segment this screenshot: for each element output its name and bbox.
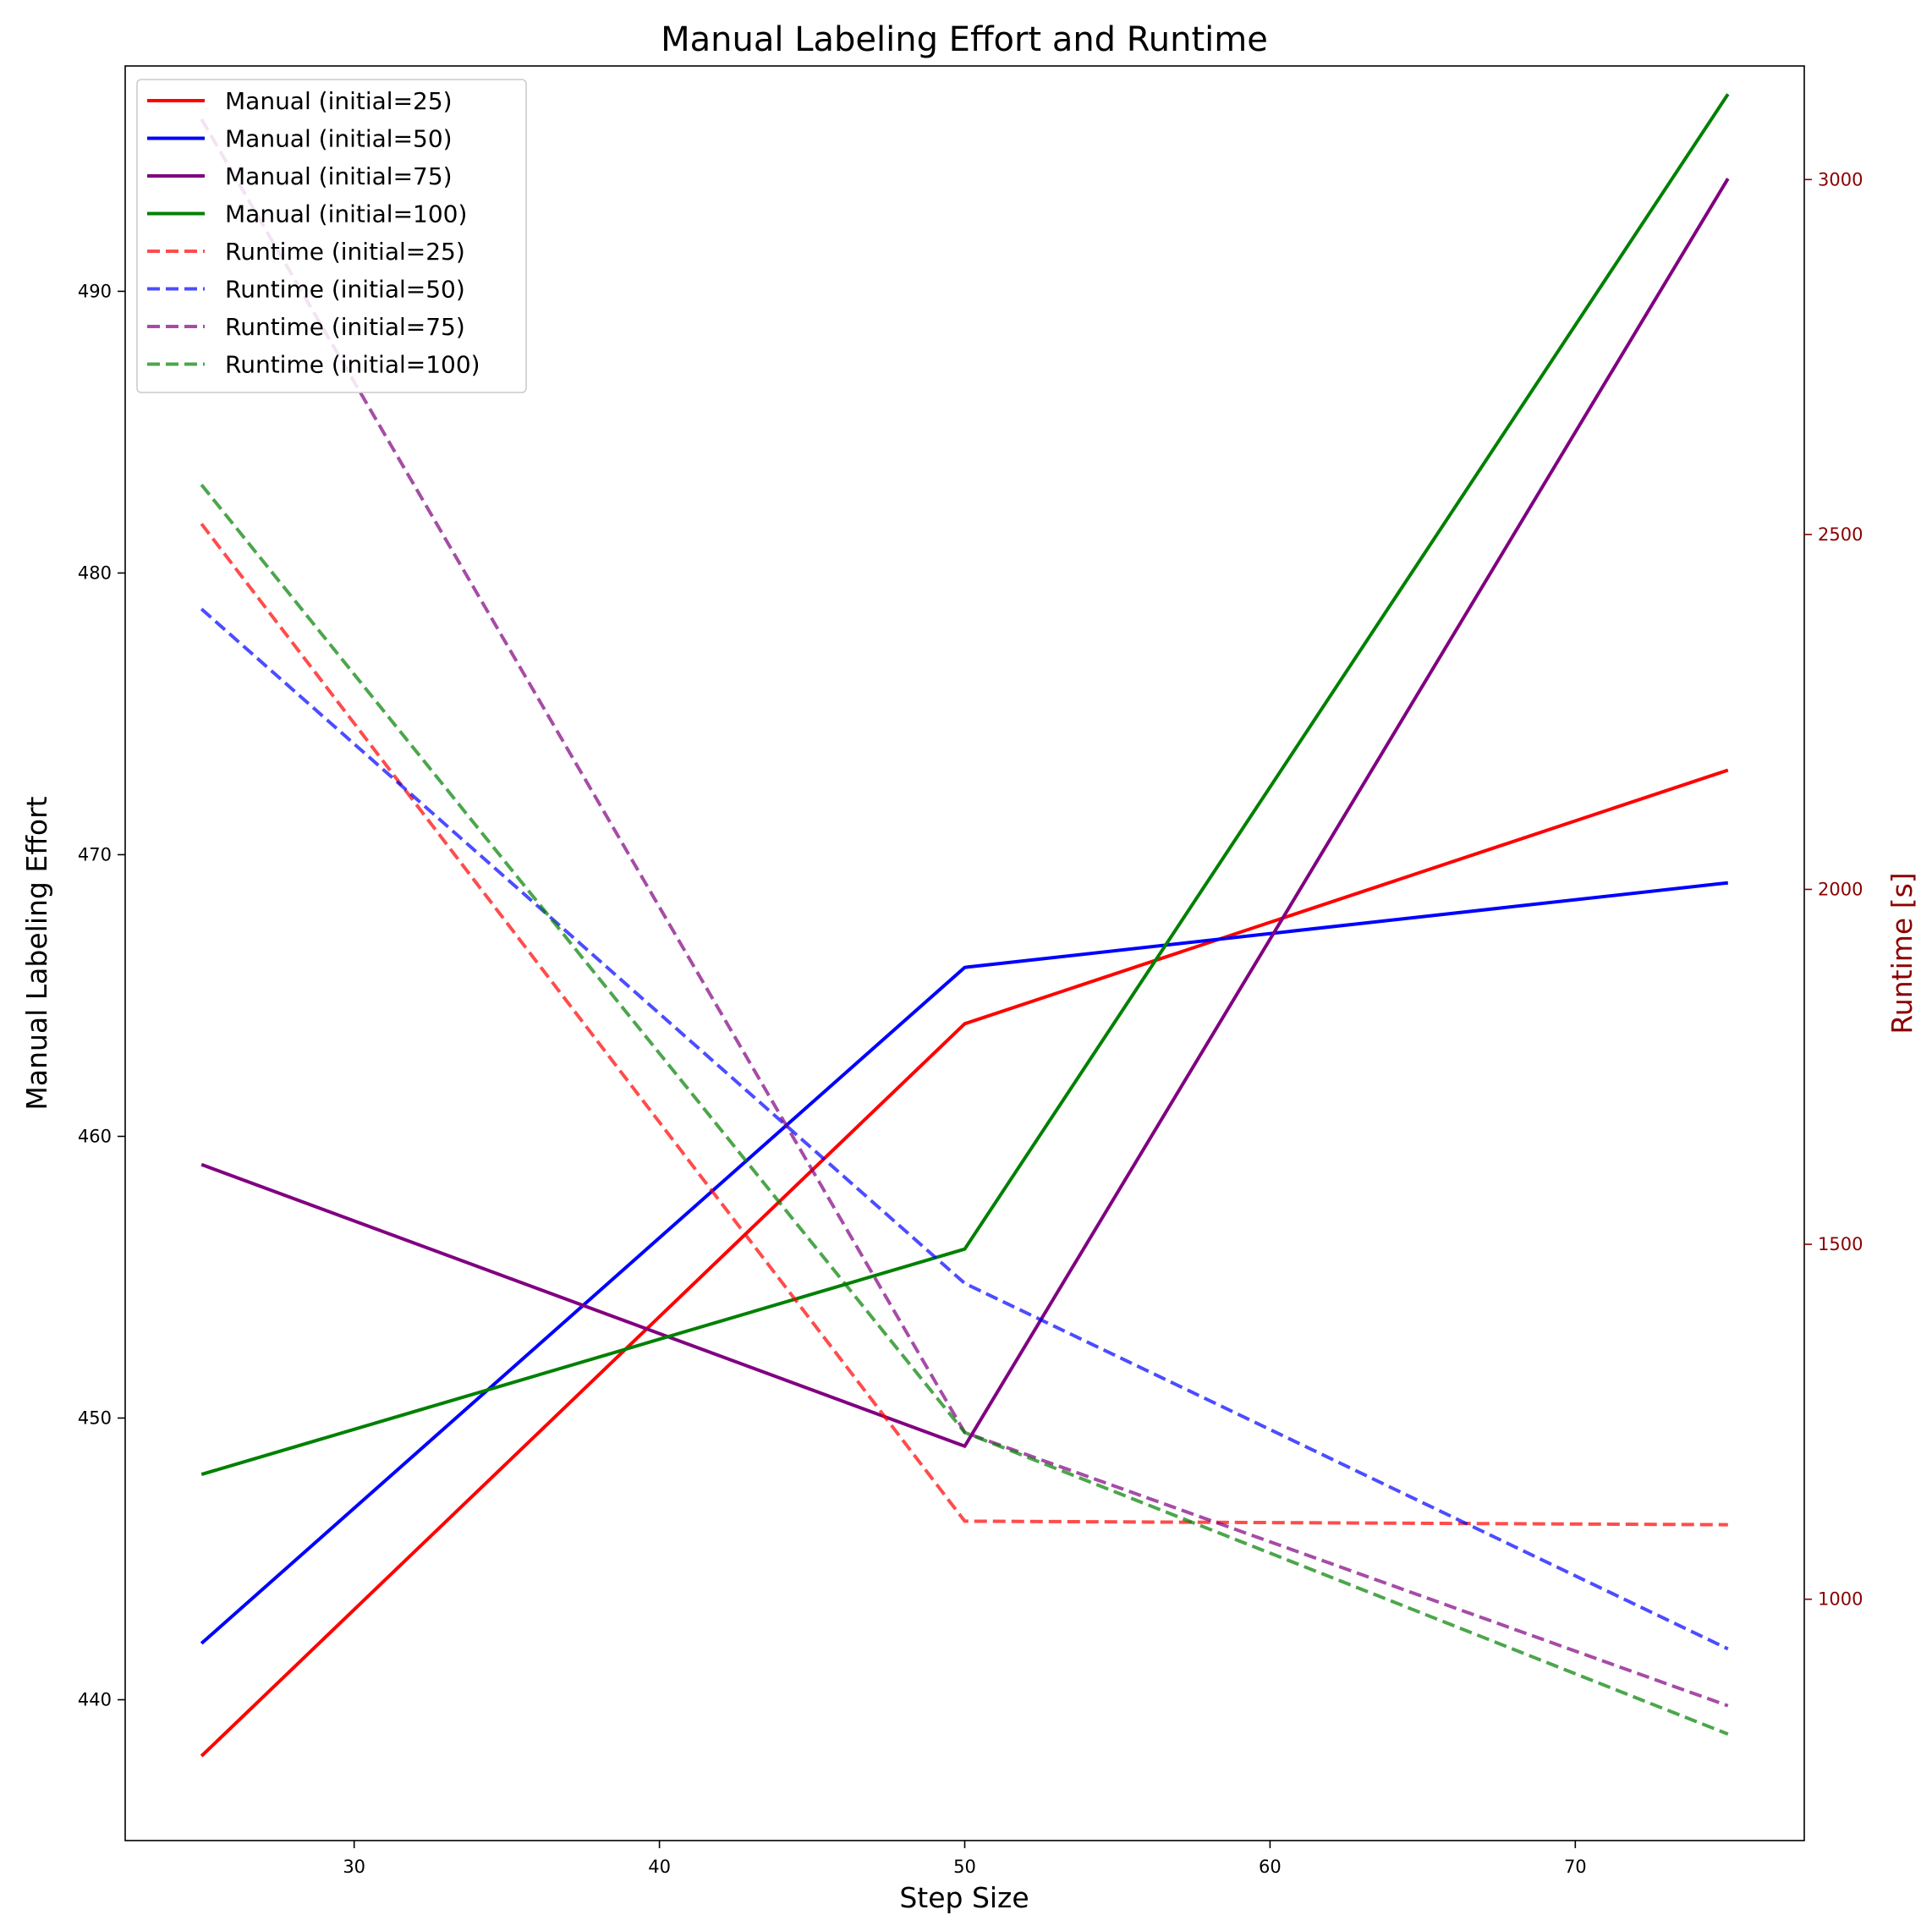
y-tick-label-3: 470: [78, 844, 112, 864]
legend-label-5: Runtime (initial=50): [225, 276, 465, 304]
legend-label-1: Manual (initial=50): [225, 125, 453, 153]
y-axis-right-title: Runtime [s]: [1885, 872, 1918, 1034]
series-line-1: [200, 881, 1729, 1645]
legend-label-0: Manual (initial=25): [225, 87, 453, 115]
legend-label-7: Runtime (initial=100): [225, 351, 480, 379]
y-right-tick-label-3: 2500: [1818, 524, 1863, 545]
x-tick-label-4: 70: [1564, 1857, 1587, 1877]
y-right-tick-label-0: 1000: [1818, 1589, 1863, 1610]
legend-box: [136, 79, 527, 393]
series-line-3: [200, 93, 1730, 1477]
x-tick-label-1: 40: [648, 1857, 671, 1877]
y-tick-label-4: 480: [78, 562, 112, 583]
series-line-5: [200, 607, 1729, 1651]
legend-label-4: Runtime (initial=25): [225, 238, 465, 266]
legend-label-3: Manual (initial=100): [225, 200, 467, 228]
legend: Manual (initial=25) Manual (initial=50) Ma…: [136, 79, 527, 393]
y-right-tick-label-2: 2000: [1818, 879, 1863, 899]
y-tick-label-1: 450: [78, 1407, 112, 1428]
x-tick-label-2: 50: [953, 1857, 976, 1877]
legend-label-2: Manual (initial=75): [225, 162, 453, 190]
series-line-0: [200, 768, 1729, 1758]
legend-label-6: Runtime (initial=75): [225, 313, 465, 341]
chart-title: Manual Labeling Effort and Runtime: [661, 20, 1268, 59]
y-right-tick-label-4: 3000: [1818, 169, 1863, 189]
axis-layer: 30 40 50 60 70 440 450 460 470 480 490 1000 1500 2000…: [78, 169, 1863, 1877]
x-tick-label-3: 60: [1259, 1857, 1282, 1877]
y-tick-label-0: 440: [78, 1689, 112, 1709]
x-axis-title: Step Size: [899, 1881, 1029, 1914]
x-tick-label-0: 30: [343, 1857, 365, 1877]
y-right-tick-label-1: 1500: [1818, 1234, 1863, 1254]
series-line-7: [200, 483, 1729, 1736]
series-line-4: [200, 523, 1728, 1527]
y-axis-title: Manual Labeling Effort: [20, 796, 53, 1110]
y-tick-label-5: 490: [78, 281, 112, 301]
y-tick-label-2: 460: [78, 1126, 112, 1146]
series-line-2: [200, 178, 1730, 1448]
series-layer: [200, 93, 1730, 1758]
